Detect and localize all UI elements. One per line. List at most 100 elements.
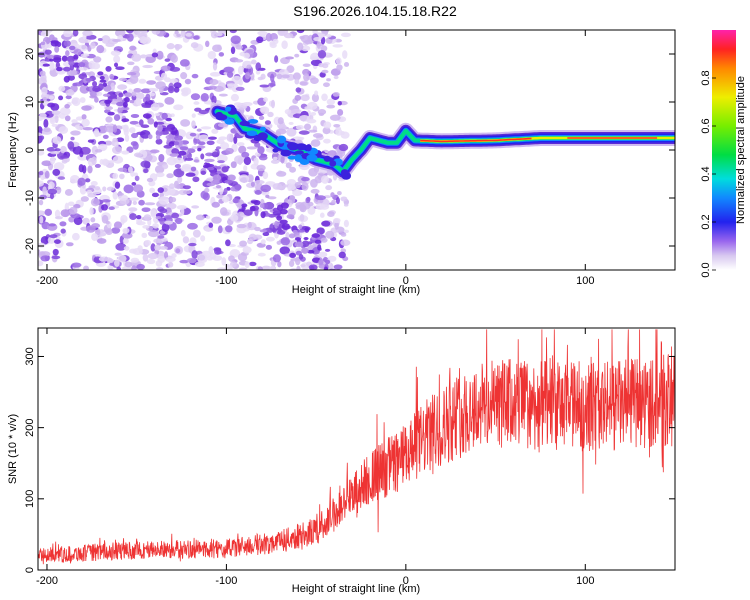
spectrogram-noise-blob bbox=[161, 112, 168, 120]
spectrogram-noise-blob bbox=[85, 178, 91, 183]
spectrogram-noise-blob bbox=[180, 166, 192, 172]
spectrogram-noise-blob bbox=[113, 55, 121, 63]
snr-y-tick-label: 100 bbox=[24, 490, 36, 508]
spectrogram-noise-blob bbox=[321, 69, 329, 74]
spectrogram-noise-blob bbox=[173, 82, 182, 89]
spectrogram-noise-blob bbox=[116, 192, 124, 196]
spectrogram-noise-blob bbox=[218, 136, 228, 141]
spectrogram-noise-blob bbox=[206, 182, 216, 187]
spectrogram-noise-blob bbox=[151, 192, 159, 198]
spectrogram-noise-blob bbox=[180, 119, 191, 127]
spectrogram-noise-blob bbox=[194, 107, 202, 112]
spectrogram-noise-blob bbox=[223, 188, 228, 195]
spectrogram-noise-blob bbox=[104, 140, 113, 146]
spectrogram-noise-blob bbox=[318, 259, 324, 266]
spectrogram-noise-blob bbox=[59, 145, 67, 154]
spectrogram-noise-blob bbox=[276, 229, 286, 235]
spectrogram-noise-blob bbox=[91, 156, 97, 166]
spectrogram-noise-blob bbox=[77, 62, 86, 68]
spectrogram-noise-blob bbox=[244, 71, 251, 80]
spectrogram-noise-blob bbox=[237, 65, 244, 75]
spectrogram-noise-blob bbox=[73, 54, 79, 60]
spectrogram-noise-blob bbox=[133, 152, 143, 158]
spectrogram-noise-blob bbox=[41, 160, 53, 167]
spectrogram-noise-blob bbox=[60, 155, 70, 159]
spectrogram-noise-blob bbox=[129, 213, 137, 221]
snr-y-axis-label: SNR (10 * v/v) bbox=[7, 414, 19, 484]
spectrogram-noise-blob bbox=[191, 73, 199, 79]
spectrogram-noise-blob bbox=[267, 111, 274, 118]
spectrogram-noise-blob bbox=[135, 92, 145, 100]
spectrogram-noise-blob bbox=[261, 265, 272, 270]
spectrogram-noise-blob bbox=[243, 209, 253, 216]
spectrogram-noise-blob bbox=[220, 142, 230, 150]
spectrogram-noise-blob bbox=[129, 197, 140, 201]
spectrogram-noise-blob bbox=[215, 166, 222, 170]
spectrogram-noise-blob bbox=[151, 30, 161, 35]
spectrogram-noise-blob bbox=[77, 177, 86, 186]
spectrogram-noise-blob bbox=[254, 179, 265, 185]
spectrogram-noise-blob bbox=[118, 194, 129, 201]
spectrogram-noise-blob bbox=[188, 242, 197, 247]
spectrogram-noise-blob bbox=[309, 56, 319, 61]
spectrogram-noise-blob bbox=[182, 185, 191, 190]
spectrogram-noise-blob bbox=[291, 109, 302, 114]
spectrogram-noise-blob bbox=[147, 117, 155, 125]
spectrogram-noise-blob bbox=[223, 66, 235, 73]
spectrogram-noise-blob bbox=[265, 244, 273, 250]
spectrogram-noise-blob bbox=[180, 229, 186, 237]
spectrogram-noise-blob bbox=[108, 160, 115, 164]
spectrogram-noise-blob bbox=[329, 114, 341, 121]
spectrogram-noise-blob bbox=[128, 127, 136, 134]
spectrogram-noise-blob bbox=[64, 115, 71, 122]
colorbar-gradient bbox=[712, 30, 736, 270]
spectrogram-noise-blob bbox=[105, 220, 110, 225]
spectrogram-noise-blob bbox=[49, 156, 56, 165]
spectrogram-noise-blob bbox=[321, 220, 331, 227]
spectrogram-noise-blob bbox=[308, 264, 318, 270]
spectrogram-noise-blob bbox=[66, 55, 75, 63]
spectrogram-noise-blob bbox=[289, 194, 296, 204]
spectrogram-noise-blob bbox=[112, 137, 118, 143]
spectrogram-noise-blob bbox=[192, 229, 201, 238]
spectrogram-y-tick-label: 10 bbox=[24, 96, 36, 108]
spectrogram-noise-blob bbox=[200, 126, 212, 130]
spectrogram-noise-blob bbox=[38, 242, 46, 248]
spectrogram-noise-blob bbox=[316, 227, 325, 235]
spectrogram-noise-blob bbox=[260, 106, 270, 115]
spectrogram-noise-blob bbox=[38, 51, 46, 58]
spectrogram-noise-blob bbox=[49, 193, 55, 200]
spectrogram-noise-blob bbox=[225, 225, 233, 233]
spectrogram-noise-blob bbox=[65, 95, 72, 100]
spectrogram-noise-blob bbox=[184, 157, 194, 161]
spectrogram-noise-blob bbox=[323, 138, 331, 144]
colorbar-tick-label: 0.4 bbox=[700, 166, 712, 181]
spectrogram-noise-blob bbox=[116, 101, 125, 107]
spectrogram-ridge-blob bbox=[276, 135, 287, 144]
spectrogram-noise-blob bbox=[211, 216, 222, 224]
spectrogram-noise-blob bbox=[146, 80, 157, 85]
spectrogram-noise-blob bbox=[154, 112, 161, 117]
spectrogram-noise-blob bbox=[101, 199, 111, 203]
spectrogram-noise-blob bbox=[49, 234, 58, 239]
spectrogram-noise-blob bbox=[294, 237, 302, 241]
spectrogram-noise-blob bbox=[117, 254, 127, 263]
spectrogram-noise-blob bbox=[150, 102, 160, 111]
spectrogram-noise-blob bbox=[246, 146, 258, 150]
spectrogram-noise-blob bbox=[209, 78, 219, 86]
spectrogram-noise-blob bbox=[179, 146, 189, 151]
spectrogram-noise-blob bbox=[304, 106, 312, 110]
spectrogram-noise-blob bbox=[214, 247, 222, 255]
spectrogram-noise-blob bbox=[43, 118, 49, 128]
spectrogram-noise-blob bbox=[299, 214, 305, 222]
spectrogram-noise-blob bbox=[184, 78, 192, 85]
spectrogram-noise-blob bbox=[316, 41, 321, 49]
spectrogram-noise-blob bbox=[340, 196, 348, 202]
spectrogram-noise-blob bbox=[114, 181, 121, 189]
spectrogram-noise-blob bbox=[114, 30, 126, 37]
spectrogram-noise-blob bbox=[322, 63, 329, 69]
spectrogram-noise-blob bbox=[81, 118, 90, 127]
spectrogram-noise-blob bbox=[72, 30, 79, 37]
spectrogram-noise-blob bbox=[113, 114, 121, 121]
spectrogram-noise-blob bbox=[171, 253, 177, 259]
